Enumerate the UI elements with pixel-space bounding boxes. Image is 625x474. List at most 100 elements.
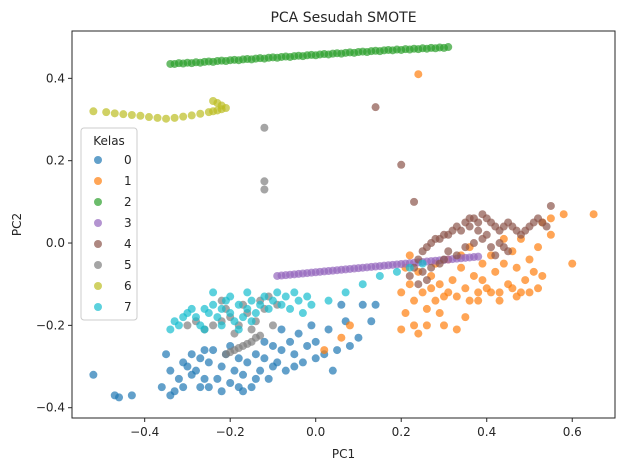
data-point	[508, 284, 517, 293]
data-point	[209, 321, 218, 330]
data-point	[89, 107, 98, 116]
data-point	[469, 271, 478, 280]
legend-label: 2	[124, 195, 132, 209]
data-point	[495, 288, 504, 297]
data-point	[529, 267, 538, 276]
data-point	[277, 325, 286, 334]
data-point	[414, 70, 423, 79]
data-point	[162, 114, 171, 123]
data-point	[298, 309, 307, 318]
data-point	[277, 346, 286, 355]
data-point	[209, 288, 218, 297]
y-axis-ticks: −0.4 −0.2 0.0 0.2 0.4	[36, 71, 72, 415]
data-point	[367, 317, 376, 326]
data-point	[324, 296, 333, 305]
data-point	[204, 383, 213, 392]
data-point	[337, 333, 346, 342]
data-point	[256, 300, 265, 309]
data-point	[183, 321, 192, 330]
data-point	[525, 288, 534, 297]
data-point	[465, 296, 474, 305]
data-point	[234, 354, 243, 363]
legend-marker	[94, 282, 102, 290]
data-point	[260, 123, 269, 132]
data-point	[183, 362, 192, 371]
legend-marker	[94, 261, 102, 269]
data-point	[247, 317, 256, 326]
data-point	[534, 284, 543, 293]
data-point	[170, 113, 179, 122]
data-point	[303, 341, 312, 350]
data-point	[542, 222, 551, 231]
data-point	[281, 292, 290, 301]
data-point	[333, 346, 342, 355]
data-point	[311, 354, 320, 363]
legend-marker	[94, 156, 102, 164]
data-point	[397, 160, 406, 169]
data-point	[559, 210, 568, 219]
data-point	[320, 346, 329, 355]
data-point	[119, 110, 128, 119]
data-point	[187, 111, 196, 120]
data-point	[439, 321, 448, 330]
data-point	[474, 252, 483, 261]
data-point	[251, 309, 260, 318]
data-point	[422, 304, 431, 313]
data-point	[179, 112, 188, 121]
data-point	[230, 317, 239, 326]
data-point	[102, 108, 111, 117]
data-point	[491, 267, 500, 276]
data-point	[392, 267, 401, 276]
data-point	[243, 358, 252, 367]
legend-marker	[94, 198, 102, 206]
data-point	[294, 329, 303, 338]
data-point	[187, 370, 196, 379]
data-point	[371, 103, 380, 112]
series-6	[89, 96, 230, 123]
x-tick-label: 0.6	[563, 425, 582, 439]
data-point	[226, 379, 235, 388]
data-point	[546, 214, 555, 223]
data-point	[457, 263, 466, 272]
data-point	[144, 113, 153, 122]
data-point	[174, 374, 183, 383]
data-point	[521, 276, 530, 285]
data-point	[243, 304, 252, 313]
data-point	[217, 387, 226, 396]
data-point	[410, 296, 419, 305]
data-point	[196, 109, 205, 118]
data-point	[512, 263, 521, 272]
data-point	[234, 325, 243, 334]
data-point	[196, 383, 205, 392]
x-tick-label: −0.2	[216, 425, 245, 439]
data-point	[260, 292, 269, 301]
series-7	[166, 259, 427, 334]
data-point	[397, 325, 406, 334]
data-point	[247, 383, 256, 392]
x-tick-label: 0.2	[392, 425, 411, 439]
data-point	[512, 292, 521, 301]
legend-frame	[80, 127, 138, 321]
data-point	[465, 214, 474, 223]
data-point	[136, 111, 145, 120]
data-point	[474, 218, 483, 227]
data-point	[115, 393, 124, 402]
data-point	[478, 276, 487, 285]
data-point	[410, 321, 419, 330]
data-point	[127, 391, 136, 400]
data-point	[247, 296, 256, 305]
data-point	[311, 337, 320, 346]
data-point	[478, 259, 487, 268]
data-point	[303, 292, 312, 301]
data-point	[247, 325, 256, 334]
data-point	[268, 362, 277, 371]
data-point	[157, 383, 166, 392]
data-point	[256, 331, 265, 340]
data-point	[495, 296, 504, 305]
data-point	[153, 113, 162, 122]
data-point	[89, 370, 98, 379]
points-layer	[89, 43, 598, 402]
data-point	[534, 243, 543, 252]
data-point	[375, 271, 384, 280]
